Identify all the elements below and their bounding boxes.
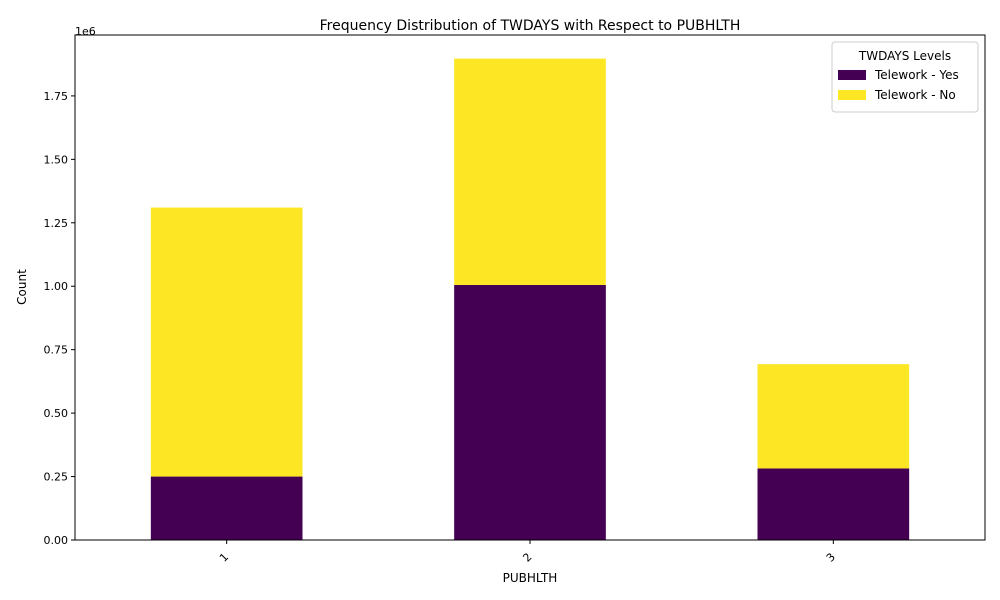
y-tick-label: 1.25 [44, 217, 69, 230]
y-tick-label: 1.75 [44, 90, 69, 103]
x-tick-label: 3 [824, 550, 838, 564]
bar-2-series-2 [454, 58, 606, 285]
x-tick-label: 2 [520, 550, 534, 564]
bar-1-series-1 [150, 476, 303, 540]
legend-title: TWDAYS Levels [858, 49, 951, 63]
bar-2-series-1 [454, 284, 606, 540]
chart-title: Frequency Distribution of TWDAYS with Re… [320, 18, 741, 34]
legend-swatch [838, 70, 866, 80]
y-axis: 0.00 0.25 0.50 0.75 1.00 1.25 1.50 1.75 [44, 90, 75, 547]
y-axis-label: Count [15, 269, 29, 305]
x-axis-label: PUBHLTH [503, 571, 558, 585]
y-axis-offset-label: 1e6 [75, 25, 96, 38]
y-tick-label: 0.50 [44, 407, 69, 420]
x-tick-label: 1 [217, 550, 231, 564]
legend: TWDAYS Levels Telework - Yes Telework - N… [831, 41, 979, 113]
legend-swatch [838, 90, 866, 100]
bar-3-series-1 [757, 468, 910, 540]
legend-label: Telework - No [874, 88, 956, 102]
y-tick-label: 0.25 [44, 471, 69, 484]
y-tick-label: 1.00 [44, 280, 69, 293]
bar-1-series-2 [150, 207, 303, 477]
bar-3-series-2 [757, 364, 910, 469]
legend-box [831, 41, 979, 113]
y-tick-label: 0.00 [44, 534, 69, 547]
bars-group [150, 58, 910, 540]
legend-label: Telework - Yes [874, 68, 959, 82]
plot-frame [74, 34, 986, 541]
y-tick-label: 0.75 [44, 344, 69, 357]
y-tick-label: 1.50 [44, 153, 69, 166]
x-axis: 1 2 3 [217, 540, 838, 565]
